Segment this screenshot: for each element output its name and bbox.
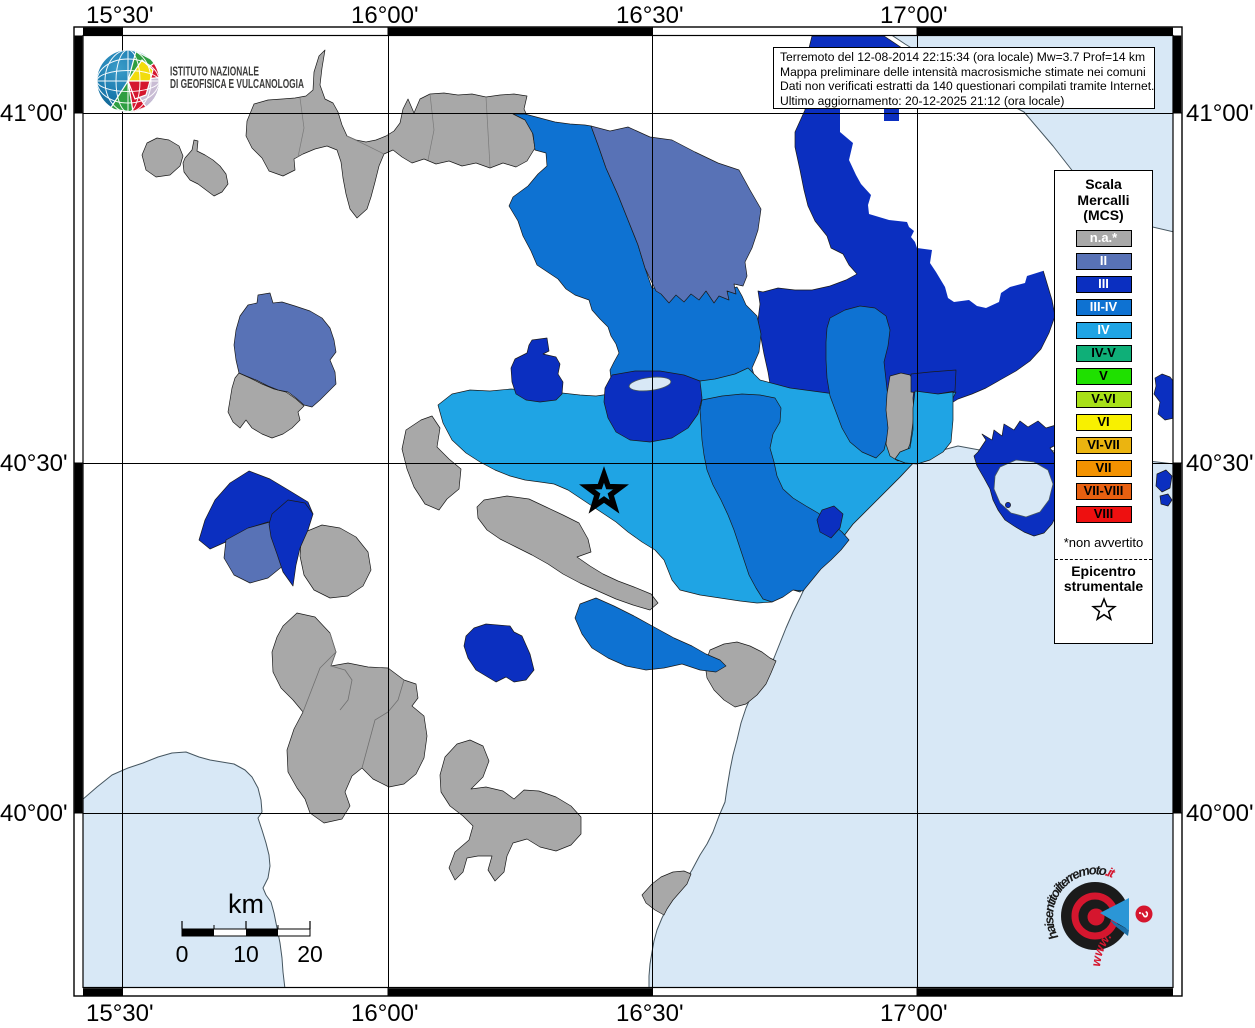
svg-text:km: km bbox=[228, 889, 264, 919]
svg-text:20: 20 bbox=[297, 941, 323, 967]
svg-text:10: 10 bbox=[233, 941, 259, 967]
svg-text:DI GEOFISICA E VULCANOLOGIA: DI GEOFISICA E VULCANOLOGIA bbox=[170, 76, 304, 91]
svg-text:0: 0 bbox=[176, 941, 189, 967]
svg-text:?: ? bbox=[1135, 909, 1151, 919]
svg-text:ISTITUTO NAZIONALE: ISTITUTO NAZIONALE bbox=[170, 64, 259, 79]
